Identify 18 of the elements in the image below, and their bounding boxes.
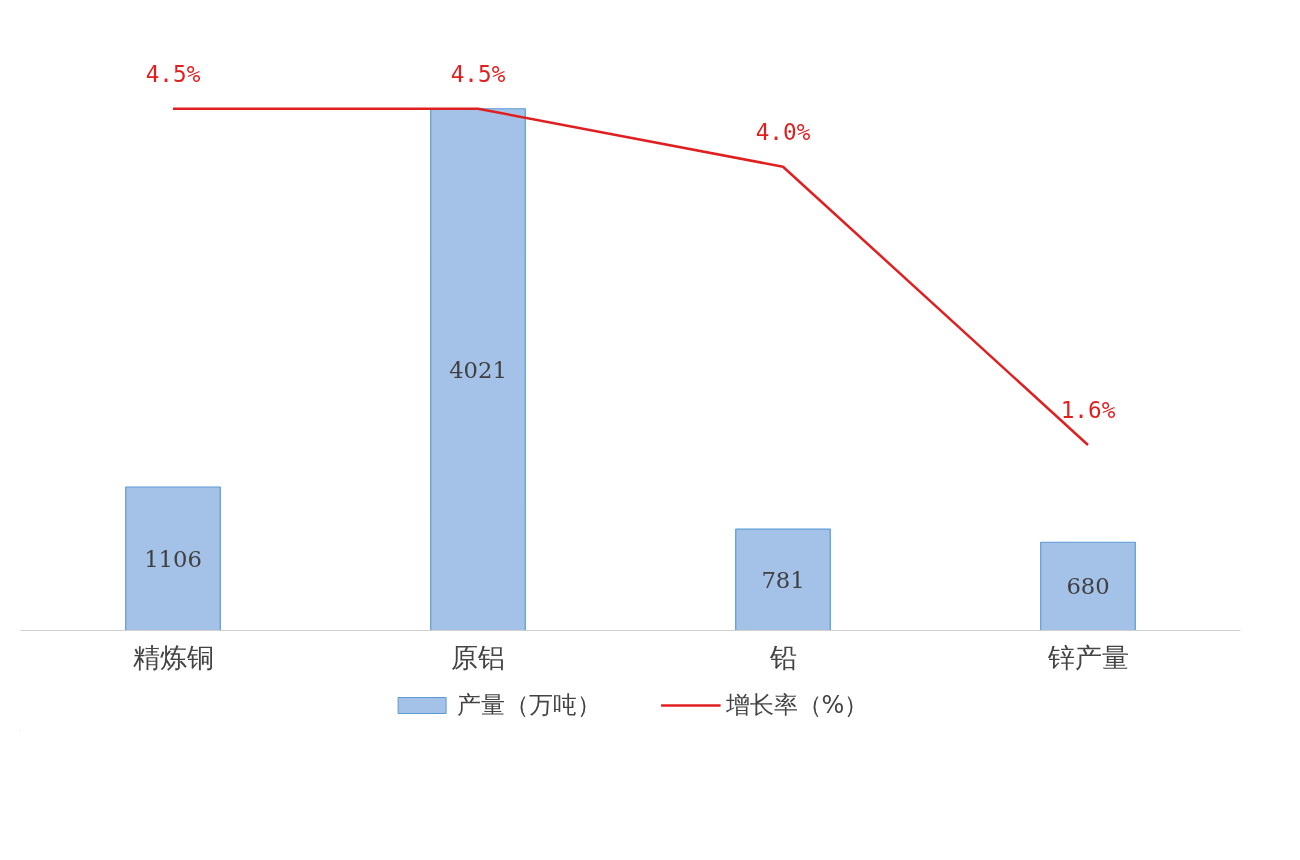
x-tick-label: 锌产量 [1046, 641, 1129, 673]
bar [1040, 541, 1136, 631]
x-tick-label: 精炼铜 [132, 641, 214, 673]
data-label: 1.6% [1060, 396, 1116, 423]
bar [125, 486, 221, 631]
data-label: 4021 [449, 356, 507, 383]
x-tick-label: 铅 [768, 641, 797, 673]
data-label: 4.5% [145, 60, 201, 87]
bar [735, 528, 831, 631]
x-tick-label: 原铝 [451, 641, 505, 673]
data-label: 4.0% [755, 118, 811, 145]
data-label: 781 [761, 566, 805, 593]
data-label: 4.5% [450, 60, 506, 87]
legend-label: 产量（万吨） [456, 690, 601, 721]
bar [430, 108, 526, 631]
data-label: 680 [1066, 573, 1110, 600]
data-label: 1106 [144, 545, 202, 572]
legend-label: 增长率（%） [725, 690, 869, 721]
